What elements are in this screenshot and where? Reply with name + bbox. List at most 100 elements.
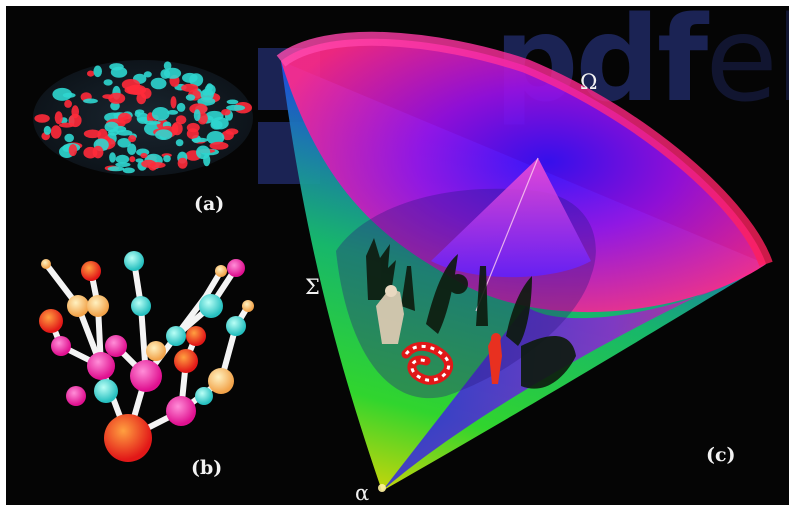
- sky-spot: [64, 133, 74, 143]
- panel-a-label: (a): [194, 193, 225, 215]
- bubble-universe: [226, 316, 246, 336]
- sky-spot: [143, 120, 161, 125]
- panel-c-cone: [276, 31, 773, 492]
- panel-c-label: (c): [706, 444, 736, 466]
- sky-spot: [127, 143, 137, 155]
- sky-spot: [155, 129, 173, 140]
- sky-spot: [226, 99, 239, 105]
- sky-spot: [170, 96, 177, 109]
- sky-spot: [150, 77, 167, 90]
- sky-spot: [193, 109, 201, 122]
- sky-spot: [124, 85, 145, 95]
- sky-spot: [128, 135, 137, 143]
- sky-spot: [167, 110, 179, 115]
- bubble-universe: [146, 341, 166, 361]
- sky-spot: [226, 104, 246, 111]
- sky-spot: [206, 131, 225, 145]
- bubble-universe: [66, 386, 86, 406]
- sky-spot: [186, 122, 200, 133]
- sky-spot: [209, 141, 229, 150]
- bubble-universe: [39, 309, 63, 333]
- sky-spot: [64, 99, 72, 108]
- sky-spot: [103, 79, 113, 86]
- garden-scene: [366, 238, 576, 389]
- sky-spot: [92, 145, 104, 159]
- sky-spot: [83, 98, 98, 104]
- sky-spot: [129, 156, 136, 163]
- sky-spot: [221, 109, 231, 116]
- sky-spot: [210, 120, 223, 130]
- sky-spot: [68, 144, 78, 157]
- sky-spot: [52, 87, 72, 101]
- bubble-universe: [215, 265, 227, 277]
- sky-spot: [134, 111, 141, 117]
- sky-spot: [117, 112, 132, 124]
- alpha-label: α: [355, 481, 370, 505]
- sky-spot: [143, 71, 152, 78]
- sky-spot: [140, 152, 148, 159]
- sky-spot: [34, 114, 50, 123]
- sky-spot: [122, 167, 135, 174]
- sky-spot: [43, 125, 52, 135]
- bubble-universe: [41, 259, 51, 269]
- sky-spot: [175, 139, 184, 147]
- sky-spot: [225, 128, 239, 135]
- bubble-universe: [227, 259, 245, 277]
- sky-spot: [83, 129, 102, 139]
- bubble-universe: [130, 360, 162, 392]
- sky-spot: [115, 154, 130, 164]
- sky-spot: [117, 138, 131, 148]
- bubble-universe: [51, 336, 71, 356]
- bubble-universe: [94, 379, 118, 403]
- bubble-universe: [131, 296, 151, 316]
- bubble-universe: [199, 294, 223, 318]
- bubble-universe: [174, 349, 198, 373]
- sky-spot: [163, 67, 182, 79]
- bubble-universe: [81, 261, 101, 281]
- sigma-label: Σ: [305, 275, 320, 299]
- sky-spot: [116, 129, 133, 136]
- sky-spot: [50, 125, 62, 139]
- bubble-universe: [87, 352, 115, 380]
- sky-spot: [177, 157, 188, 169]
- bubble-universe: [105, 335, 127, 357]
- sky-spot: [107, 166, 125, 172]
- sky-spot: [54, 111, 63, 125]
- sky-spot: [69, 113, 82, 128]
- sky-spot: [109, 152, 116, 163]
- sky-spot: [104, 121, 119, 133]
- sky-spot: [163, 155, 171, 163]
- sky-spot: [93, 65, 102, 78]
- omega-label: Ω: [580, 70, 598, 94]
- bubble-universe: [166, 396, 196, 426]
- sky-spot: [151, 107, 170, 121]
- sky-spot: [200, 88, 214, 101]
- sky-spot: [108, 92, 126, 104]
- bubble-universe: [186, 326, 206, 346]
- panel-a-skymap: [33, 60, 253, 176]
- bubble-universe: [208, 368, 234, 394]
- sky-spot: [203, 154, 211, 167]
- panel-b-label: (b): [191, 457, 223, 479]
- bubble-universe: [124, 251, 144, 271]
- sky-spot: [163, 61, 172, 70]
- sky-spot: [141, 159, 157, 168]
- bubble-universe: [242, 300, 254, 312]
- panel-b-bubbles: [39, 251, 254, 462]
- sky-spot: [181, 83, 199, 92]
- sky-spot: [87, 70, 95, 77]
- bubble-universe: [87, 295, 109, 317]
- bubble-universe: [104, 414, 152, 462]
- sky-spot: [189, 103, 208, 114]
- sky-spot: [135, 158, 144, 163]
- sky-spot: [185, 94, 196, 101]
- bubble-universe: [195, 387, 213, 405]
- bubble-universe: [67, 295, 89, 317]
- sky-spot: [115, 162, 131, 168]
- figure-canvas: pdfel: [6, 6, 789, 505]
- sky-spot: [191, 137, 209, 143]
- sky-spot: [176, 102, 186, 112]
- bubble-universe: [166, 326, 186, 346]
- sky-spot: [175, 115, 187, 125]
- figure-graphics: [33, 31, 773, 492]
